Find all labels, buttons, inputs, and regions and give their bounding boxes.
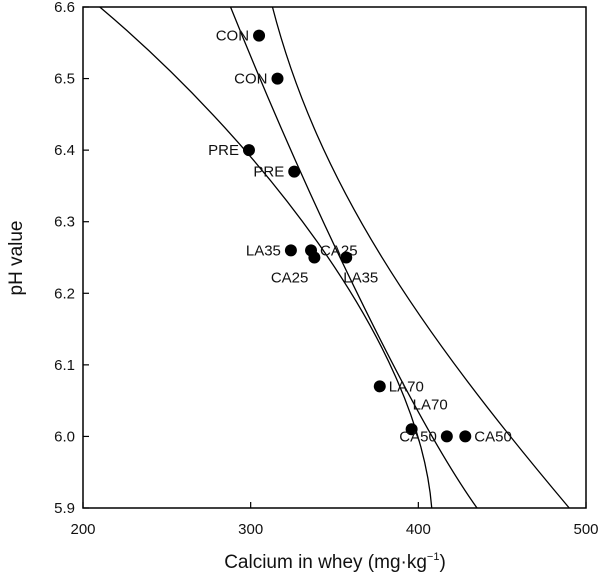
x-tick-label: 400 <box>406 521 431 538</box>
data-point-label: LA70 <box>413 396 448 413</box>
fit-line <box>229 6 478 509</box>
data-point-label: CON <box>216 28 249 45</box>
y-tick-label: 6.4 <box>54 142 75 159</box>
fit-lines <box>99 6 570 509</box>
data-point-label: CON <box>234 71 267 88</box>
data-point <box>253 29 266 42</box>
data-point-label: PRE <box>253 164 284 181</box>
data-point-label: LA70 <box>389 378 424 395</box>
data-point <box>459 430 472 443</box>
data-point <box>242 144 255 157</box>
data-point-label: CA50 <box>399 428 437 445</box>
data-point-label: PRE <box>208 142 239 159</box>
data-point-label: LA35 <box>246 242 281 259</box>
x-axis-title: Calcium in whey (mg·kg−1) <box>224 551 446 573</box>
data-point <box>308 251 321 264</box>
data-point <box>284 244 297 257</box>
data-point-label: CA25 <box>271 270 309 287</box>
x-tick-label: 500 <box>573 521 598 538</box>
y-tick-label: 6.2 <box>54 285 75 302</box>
y-axis-ticks: 5.9 6.0 6.1 6.2 6.3 6.4 6.5 6.6 <box>54 0 89 517</box>
y-tick-label: 6.5 <box>54 71 75 88</box>
plot-frame <box>82 6 587 509</box>
data-point <box>271 72 284 85</box>
x-axis-ticks: 200 300 400 500 <box>70 502 599 538</box>
data-point-label: CA50 <box>474 428 512 445</box>
data-point <box>440 430 453 443</box>
fit-line <box>271 6 570 509</box>
data-point <box>288 165 301 178</box>
y-tick-label: 6.1 <box>54 357 75 374</box>
data-point-label: LA35 <box>343 270 378 287</box>
x-tick-label: 200 <box>70 521 95 538</box>
y-tick-label: 6.0 <box>54 428 75 445</box>
y-axis-title: pH value <box>6 221 27 296</box>
y-tick-label: 6.3 <box>54 214 75 231</box>
data-point <box>405 423 418 436</box>
data-point <box>373 380 386 393</box>
y-tick-label: 6.6 <box>54 0 75 16</box>
y-tick-label: 5.9 <box>54 500 75 517</box>
data-point <box>340 251 353 264</box>
fit-line <box>99 6 433 509</box>
x-tick-label: 300 <box>238 521 263 538</box>
